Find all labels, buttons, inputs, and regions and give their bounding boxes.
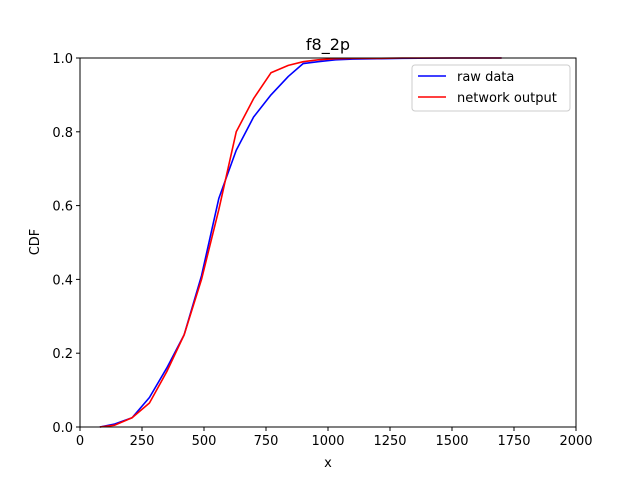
y-tick-label: 0.2 [52, 347, 73, 362]
x-tick-label: 1500 [435, 434, 468, 449]
x-tick-label: 750 [254, 434, 279, 449]
legend-label: raw data [457, 70, 514, 85]
x-axis-label: x [324, 456, 332, 471]
x-tick-label: 1250 [373, 434, 406, 449]
x-tick-label: 0 [76, 434, 84, 449]
legend: raw data network output [411, 64, 571, 112]
y-tick-label: 1.0 [52, 52, 73, 67]
x-tick-label: 250 [130, 434, 155, 449]
x-tick-label: 1000 [311, 434, 344, 449]
x-tick-label: 500 [192, 434, 217, 449]
y-tick-label: 0.6 [52, 200, 73, 215]
legend-box [411, 64, 571, 112]
x-tick-label: 2000 [559, 434, 592, 449]
y-axis: 0.0 0.2 0.4 0.6 0.8 1.0 [52, 52, 80, 436]
x-axis: 0 250 500 750 1000 1250 1500 1750 2000 [76, 427, 593, 449]
legend-label: network output [457, 91, 557, 106]
y-tick-label: 0.4 [52, 273, 73, 288]
y-tick-label: 0.8 [52, 126, 73, 141]
y-axis-label: CDF [28, 229, 43, 256]
y-tick-label: 0.0 [52, 421, 73, 436]
chart-title: f8_2p [306, 35, 350, 55]
x-tick-label: 1750 [497, 434, 530, 449]
